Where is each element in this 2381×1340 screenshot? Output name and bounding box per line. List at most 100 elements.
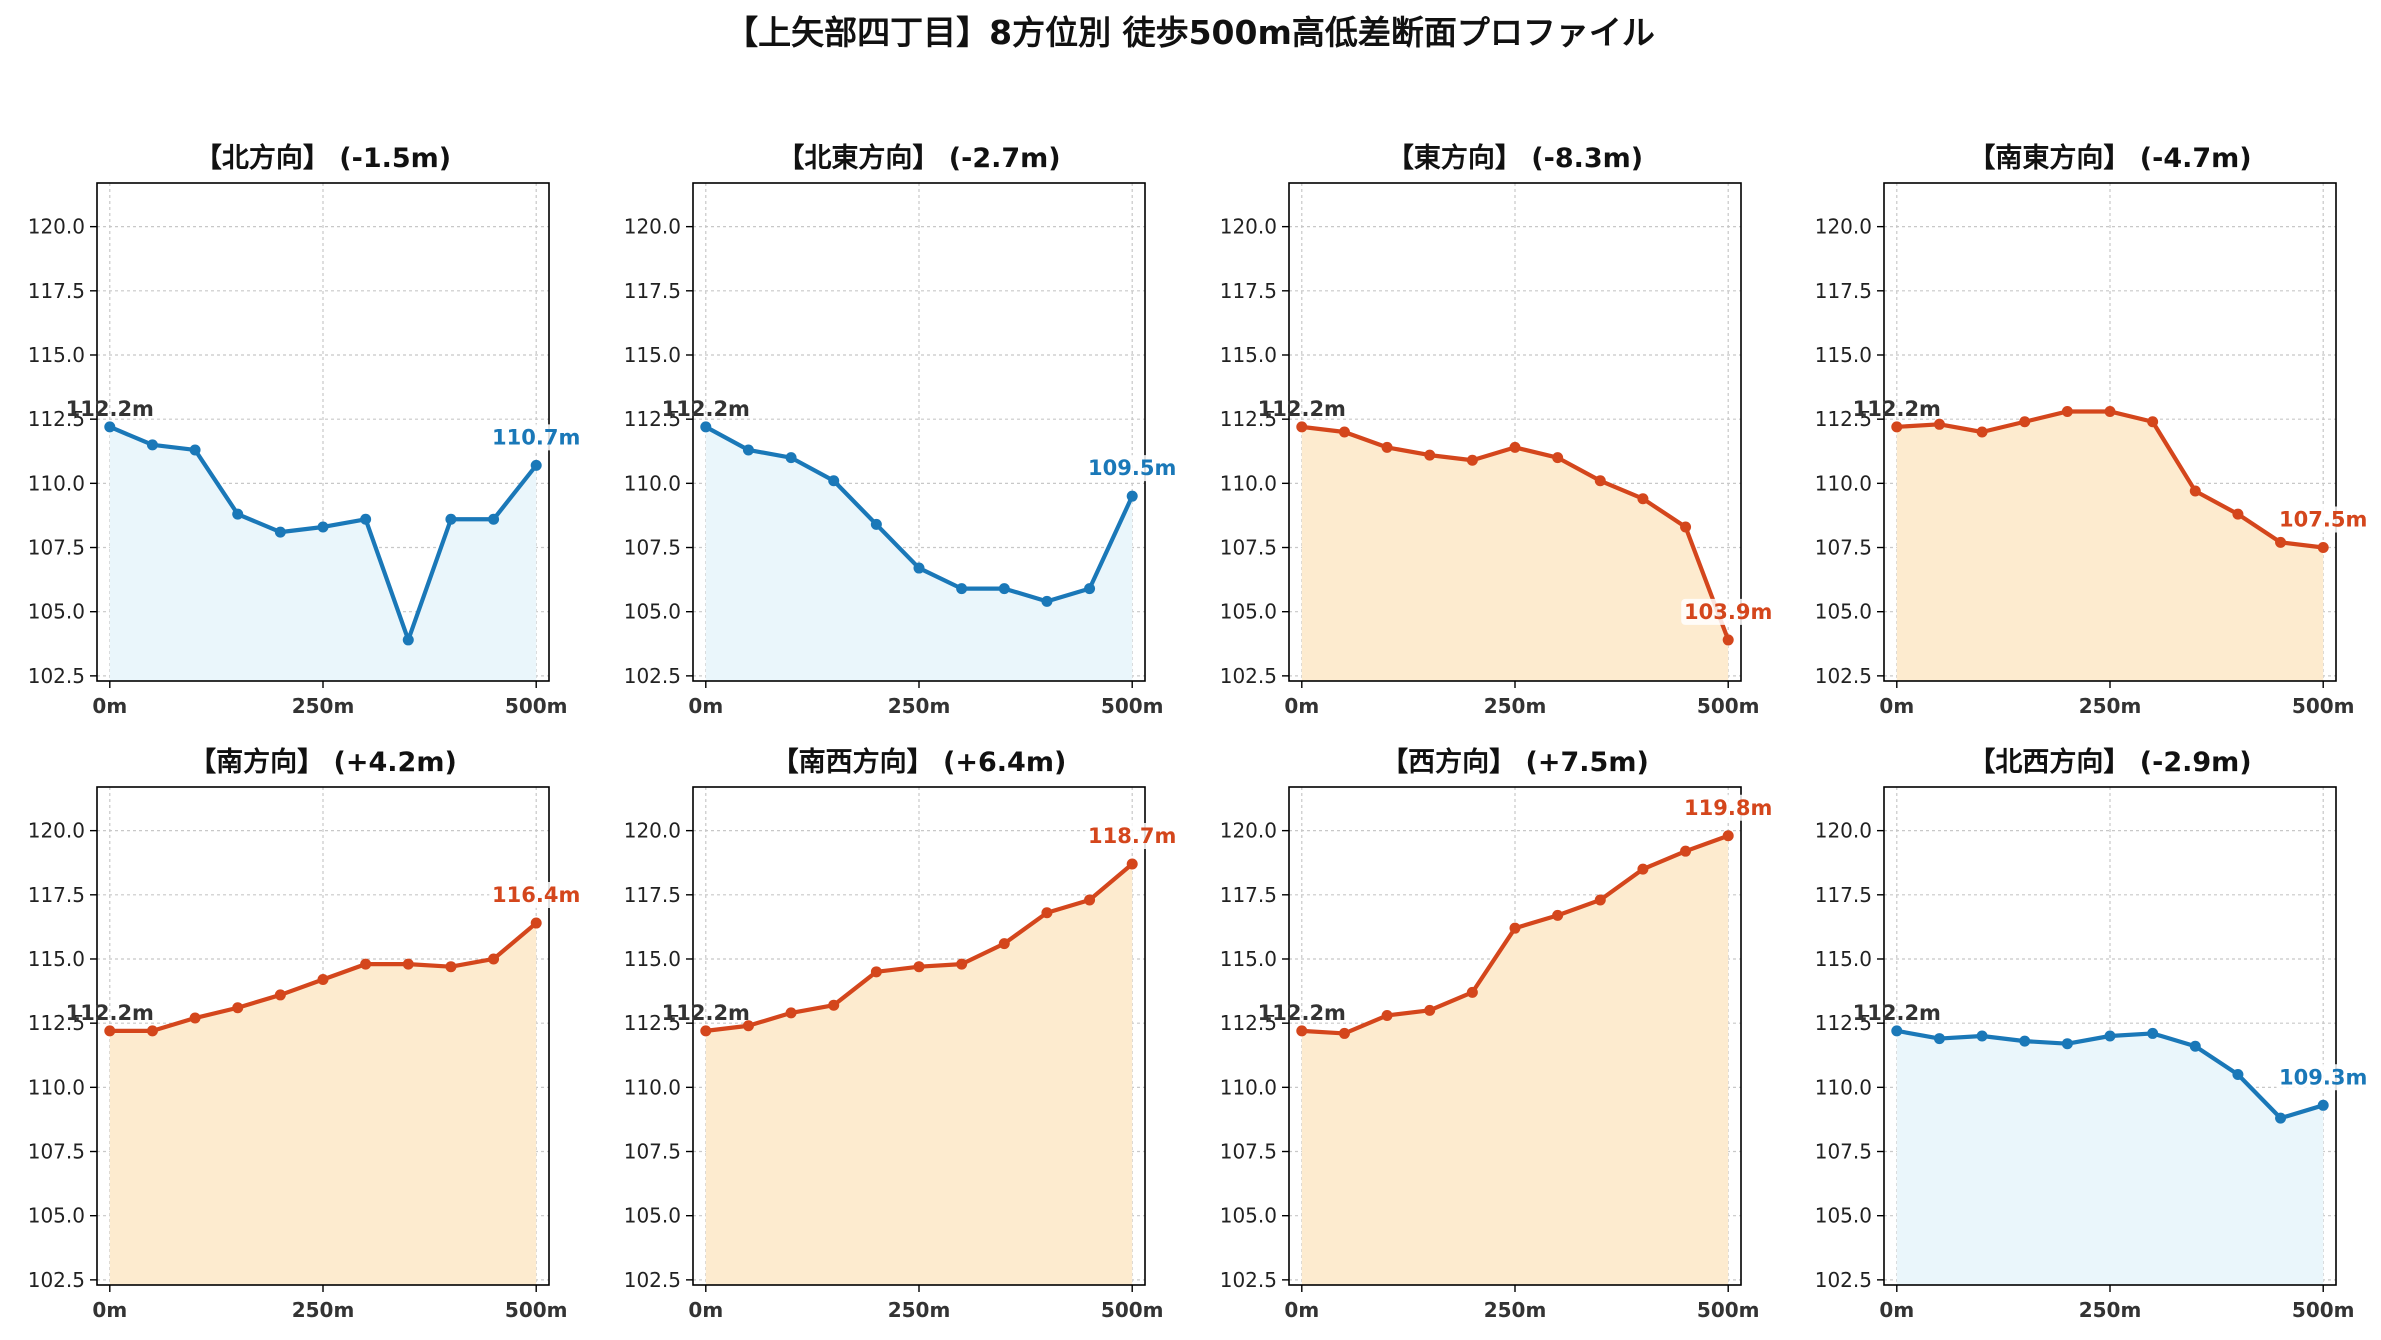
y-tick-label: 115.0: [624, 343, 681, 367]
x-tick-label: 0m: [92, 1298, 127, 1322]
x-tick-label: 0m: [1879, 694, 1914, 718]
plot-frame: [692, 786, 1146, 1286]
profile-point: [1933, 1033, 1945, 1045]
y-tick-label: 120.0: [624, 819, 681, 843]
y-tick-label: 117.5: [1815, 883, 1872, 907]
plot-frame: [96, 786, 550, 1286]
end-elevation-label: 119.8m: [1684, 796, 1772, 820]
profile-point: [1126, 858, 1138, 870]
profile-point: [2189, 1040, 2201, 1052]
end-elevation-label: 110.7m: [492, 425, 580, 449]
panel-2: 【東方向】 (-8.3m)102.5105.0107.5110.0112.511…: [1220, 142, 1776, 718]
profile-point: [998, 938, 1010, 950]
profile-point: [1296, 421, 1308, 433]
y-tick-label: 102.5: [1220, 1268, 1277, 1292]
profile-point: [2232, 508, 2244, 520]
y-tick-label: 120.0: [1220, 819, 1277, 843]
profile-point: [1381, 1009, 1393, 1021]
y-tick-label: 112.5: [624, 407, 681, 431]
y-tick-label: 107.5: [624, 536, 681, 560]
profile-point: [1637, 493, 1649, 505]
profile-point: [956, 583, 968, 595]
y-tick-label: 115.0: [28, 343, 85, 367]
profile-point: [870, 966, 882, 978]
y-tick-label: 112.5: [28, 407, 85, 431]
end-elevation-label: 116.4m: [492, 883, 580, 907]
y-tick-label: 120.0: [1220, 215, 1277, 239]
end-label-background: [1085, 455, 1180, 482]
profile-point: [742, 444, 754, 456]
profile-point: [488, 513, 500, 525]
profile-point: [1084, 894, 1096, 906]
y-tick-label: 117.5: [624, 279, 681, 303]
y-tick-label: 107.5: [28, 536, 85, 560]
y-tick-label: 105.0: [624, 1204, 681, 1228]
panel-title: 【西方向】 (+7.5m): [1381, 746, 1649, 778]
panel-title: 【北西方向】 (-2.9m): [1968, 746, 2251, 778]
profile-point: [1466, 454, 1478, 466]
profile-point: [1933, 418, 1945, 430]
y-tick-label: 107.5: [1815, 536, 1872, 560]
y-tick-label: 115.0: [1220, 947, 1277, 971]
end-elevation-label: 107.5m: [2279, 508, 2367, 532]
profile-point: [2019, 1035, 2031, 1047]
profile-point: [232, 1002, 244, 1014]
y-tick-label: 105.0: [1815, 1204, 1872, 1228]
x-tick-label: 250m: [292, 694, 355, 718]
y-tick-label: 115.0: [1220, 343, 1277, 367]
y-tick-label: 115.0: [1815, 343, 1872, 367]
profile-area: [1301, 835, 1729, 1285]
y-tick-label: 102.5: [624, 664, 681, 688]
x-tick-label: 0m: [92, 694, 127, 718]
profile-point: [870, 518, 882, 530]
profile-point: [1338, 1027, 1350, 1039]
profile-point: [360, 513, 372, 525]
profile-point: [530, 459, 542, 471]
profile-point: [700, 421, 712, 433]
plot-frame: [1288, 786, 1742, 1286]
x-tick-label: 250m: [888, 694, 951, 718]
y-tick-label: 107.5: [1220, 1140, 1277, 1164]
x-tick-label: 250m: [1484, 694, 1547, 718]
profile-area: [705, 864, 1133, 1285]
y-tick-label: 105.0: [28, 1204, 85, 1228]
end-elevation-label: 103.9m: [1684, 600, 1772, 624]
y-tick-label: 102.5: [28, 1268, 85, 1292]
x-tick-label: 0m: [1879, 1298, 1914, 1322]
y-tick-label: 107.5: [28, 1140, 85, 1164]
profile-point: [530, 917, 542, 929]
profile-point: [785, 1007, 797, 1019]
end-label-background: [1085, 823, 1180, 850]
profile-point: [1722, 830, 1734, 842]
profile-point: [2104, 405, 2116, 417]
end-elevation-label: 109.5m: [1088, 456, 1176, 480]
panel-3: 【南東方向】 (-4.7m)102.5105.0107.5110.0112.51…: [1815, 142, 2371, 718]
y-tick-label: 120.0: [28, 819, 85, 843]
x-tick-label: 500m: [1697, 694, 1760, 718]
y-tick-label: 107.5: [624, 1140, 681, 1164]
profile-point: [317, 974, 329, 986]
profile-point: [828, 475, 840, 487]
profile-point: [402, 958, 414, 970]
y-tick-label: 117.5: [1220, 279, 1277, 303]
x-tick-label: 0m: [1284, 1298, 1319, 1322]
profile-point: [998, 583, 1010, 595]
start-elevation-label: 112.2m: [1258, 1001, 1346, 1025]
profile-point: [2147, 416, 2159, 428]
y-tick-label: 110.0: [1815, 471, 1872, 495]
y-tick-label: 120.0: [624, 215, 681, 239]
profile-point: [445, 513, 457, 525]
start-elevation-label: 112.2m: [1258, 397, 1346, 421]
panel-4: 【南方向】 (+4.2m)102.5105.0107.5110.0112.511…: [28, 746, 584, 1322]
end-label-background: [2276, 506, 2371, 533]
y-tick-label: 115.0: [624, 947, 681, 971]
x-tick-label: 250m: [292, 1298, 355, 1322]
profile-point: [1126, 490, 1138, 502]
end-label-background: [2276, 1064, 2371, 1091]
profile-point: [2147, 1027, 2159, 1039]
start-elevation-label: 112.2m: [1853, 1001, 1941, 1025]
panel-title: 【北方向】 (-1.5m): [195, 142, 451, 174]
y-tick-label: 102.5: [28, 664, 85, 688]
profile-area: [705, 426, 1133, 681]
x-tick-label: 0m: [688, 694, 723, 718]
